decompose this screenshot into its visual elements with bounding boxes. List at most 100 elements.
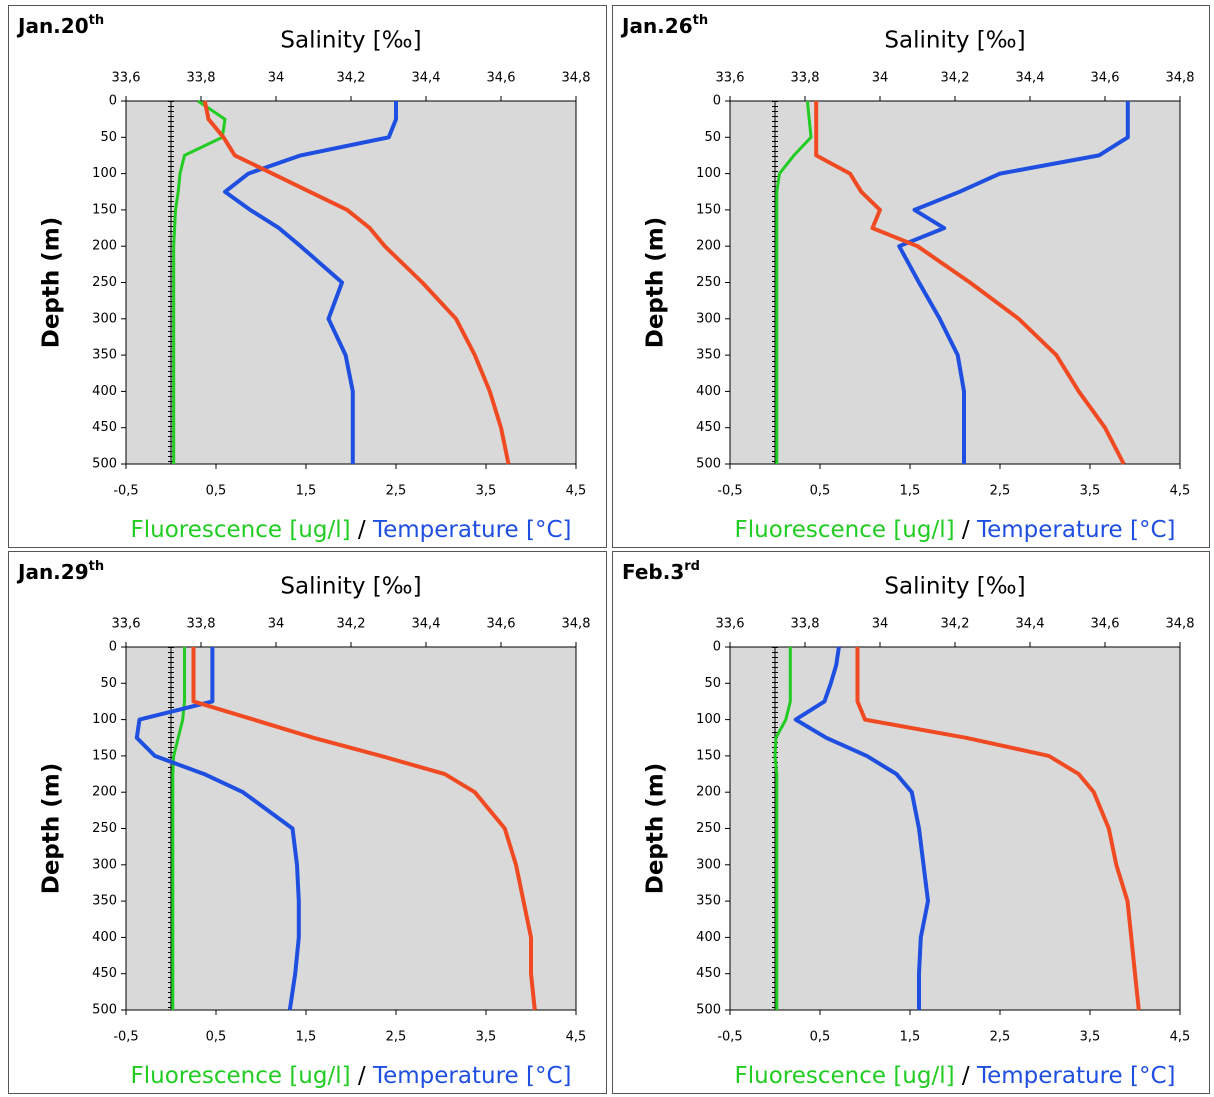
y-tick-label: 350 [92,894,117,909]
x-axis-title-part: / [962,517,970,543]
y-tick-label: 400 [696,930,721,945]
x-axis-title-part: / [358,1063,366,1089]
chart-title: Jan.20th [16,13,104,38]
x-axis-title-part: Fluorescence [ug/l] [131,1063,351,1089]
y-tick-label: 0 [109,640,117,655]
x-tick-label: 4,5 [1170,1030,1191,1045]
profile-line [814,101,1126,465]
y-tick-label: 450 [92,420,117,435]
x-axis-title-part: Temperature [°C] [372,1063,572,1089]
x2-axis-title: Salinity [‰] [280,28,421,54]
y-axis-title: Depth (m) [643,217,669,349]
y-tick-label: 500 [92,457,117,472]
x-tick-label: 3,5 [1080,1030,1101,1045]
x-tick-label: 0,5 [206,1030,227,1045]
x2-tick-label: 34 [268,71,285,86]
x2-tick-label: 33,6 [716,71,745,86]
y-tick-label: 150 [92,748,117,763]
x2-axis-title: Salinity [‰] [884,574,1025,600]
x-tick-label: 3,5 [1080,484,1101,499]
x2-tick-label: 33,8 [791,71,820,86]
y-tick-label: 300 [696,311,721,326]
y-tick-label: 100 [92,166,117,181]
x2-tick-label: 34,4 [1016,617,1045,632]
x-axis-title: Fluorescence [ug/l] / Temperature [°C] [735,1063,1176,1089]
y-tick-label: 50 [100,676,117,691]
y-tick-label: 150 [696,748,721,763]
x2-tick-label: 34,4 [412,617,441,632]
y-tick-label: 300 [92,311,117,326]
x-axis-title-part: Fluorescence [ug/l] [735,1063,955,1089]
y-tick-label: 0 [109,94,117,109]
x-tick-label: 4,5 [566,484,587,499]
x2-tick-label: 34,2 [337,617,366,632]
profile-line [775,100,813,464]
title-sup: th [89,559,104,574]
x-axis-title-part: Temperature [°C] [976,517,1176,543]
x-axis-title-part: Fluorescence [ug/l] [131,517,351,543]
y-axis-title: Depth (m) [39,763,65,895]
x2-tick-label: 33,6 [112,71,141,86]
x2-axis-title: Salinity [‰] [280,574,421,600]
y-tick-label: 200 [696,239,721,254]
chart-title: Jan.29th [16,559,104,584]
x2-tick-label: 34,6 [1091,71,1120,86]
profile-line [202,100,511,465]
chart-title: Jan.26th [620,13,708,38]
chart-panel: 0 50 100 150 200 250 300 350 400 450 500 -0,5 0,5 1,5… [612,551,1210,1094]
x-tick-label: -0,5 [113,484,138,499]
profile-line [191,647,537,1011]
y-tick-label: 250 [92,275,117,290]
x2-tick-label: 34,2 [941,71,970,86]
y-tick-label: 250 [696,821,721,836]
plot-area [729,100,1181,465]
y-tick-label: 500 [696,457,721,472]
y-tick-label: 400 [92,930,117,945]
y-tick-label: 0 [713,640,721,655]
title-sup: rd [684,559,700,574]
y-tick-label: 250 [92,821,117,836]
y-tick-label: 150 [92,202,117,217]
x-tick-label: 1,5 [296,484,317,499]
y-axis-title: Depth (m) [39,217,65,349]
x2-tick-label: 34,8 [562,71,591,86]
y-tick-label: 300 [696,857,721,872]
x2-tick-label: 34,4 [1016,71,1045,86]
x2-tick-label: 34,6 [487,71,516,86]
profile-line [171,647,186,1010]
title-text: Jan.29 [16,560,89,584]
x-axis-title: Fluorescence [ug/l] / Temperature [°C] [735,517,1176,543]
title-text: Jan.26 [620,14,693,38]
x-tick-label: 0,5 [810,1030,831,1045]
x-tick-label: 2,5 [990,1030,1011,1045]
x2-tick-label: 34,8 [1166,617,1195,632]
profile-line [793,646,930,1010]
plot-area [125,646,577,1011]
chart-panel: 0 50 100 150 200 250 300 350 400 450 500 -0,5 0,5 1,5… [8,551,607,1094]
x-tick-label: 1,5 [296,1030,317,1045]
y-tick-label: 200 [92,785,117,800]
y-tick-label: 350 [696,894,721,909]
profile-line [855,647,1141,1011]
y-tick-label: 200 [92,239,117,254]
x2-tick-label: 33,6 [112,617,141,632]
y-tick-label: 250 [696,275,721,290]
y-tick-label: 150 [696,202,721,217]
y-tick-label: 100 [696,712,721,727]
x2-tick-label: 34 [872,71,889,86]
x-tick-label: -0,5 [113,1030,138,1045]
title-text: Feb.3 [622,560,684,584]
y-tick-label: 450 [696,420,721,435]
x2-tick-label: 34 [268,617,285,632]
x2-tick-label: 33,8 [791,617,820,632]
y-tick-label: 50 [704,676,721,691]
x2-tick-label: 34,8 [562,617,591,632]
chart-title: Feb.3rd [622,559,700,584]
y-tick-label: 50 [100,130,117,145]
title-text: Jan.20 [16,14,89,38]
x2-tick-label: 34,4 [412,71,441,86]
x-tick-label: 0,5 [206,484,227,499]
y-tick-label: 500 [92,1003,117,1018]
x-axis-title: Fluorescence [ug/l] / Temperature [°C] [131,517,572,543]
chart-panel: 0 50 100 150 200 250 300 350 400 450 500 -0,5 0,5 1,5… [612,5,1210,548]
